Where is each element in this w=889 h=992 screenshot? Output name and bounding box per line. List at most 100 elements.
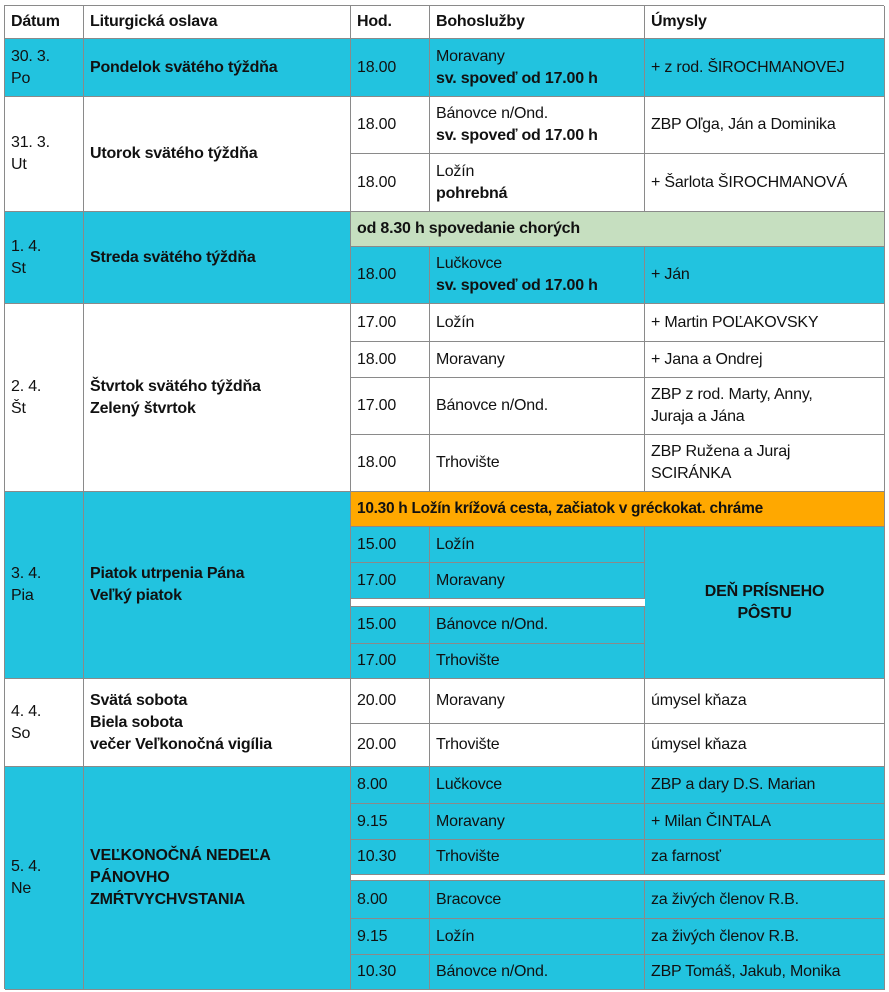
celebration-cell-text: Zelený štvrtok (90, 399, 196, 417)
header-services: Bohoslužby (430, 6, 645, 39)
hour-cell: 17.00 (351, 378, 430, 435)
service-cell-text: Trhovište (436, 652, 500, 669)
friday-banner: 10.30 h Ložín krížová cesta, začiatok v … (351, 492, 885, 527)
service-cell: Moravany (430, 804, 645, 840)
hour-cell-text: 17.00 (357, 397, 397, 414)
hour-cell-text: 20.00 (357, 736, 397, 753)
friday-banner-text: 10.30 h Ložín krížová cesta, začiatok v … (357, 500, 763, 517)
hour-cell: 20.00 (351, 679, 430, 724)
header-date: Dátum (5, 6, 84, 39)
celebration-cell: Svätá sobota Biela sobota večer Veľkonočná… (84, 679, 351, 767)
celebration-cell: Štvrtok svätého týždňa Zelený štvrtok (84, 304, 351, 492)
hour-cell: 18.00 (351, 154, 430, 212)
hour-cell: 17.00 (351, 563, 430, 599)
intention-cell-text: ZBP Tomáš, Jakub, Monika (651, 963, 841, 980)
celebration-cell-text: Svätá sobota (90, 691, 188, 709)
hour-cell-text: 10.30 (357, 963, 397, 980)
confession-banner-text: od 8.30 h spovedanie chorých (357, 220, 580, 237)
date-cell: 5. 4. Ne (5, 767, 84, 990)
service-cell: Ložín (430, 527, 645, 563)
intention-cell: ZBP a dary D.S. Marian (645, 767, 885, 804)
service-cell-text: Moravany (436, 692, 505, 709)
celebration-cell-text: VEĽKONOČNÁ NEDEĽA (90, 847, 271, 864)
intention-cell-text: + Ján (651, 266, 690, 283)
service-cell-text: Moravany (436, 47, 505, 65)
header-celebration: Liturgická oslava (84, 6, 351, 39)
hour-cell-text: 10.30 (357, 848, 397, 865)
intention-cell: + Šarlota ŠIROCHMANOVÁ (645, 154, 885, 212)
fasting-notice-text: DEŇ PRÍSNEHO (704, 582, 825, 600)
date-cell-text: 3. 4. (11, 565, 42, 582)
header-date-text: Dátum (11, 13, 60, 30)
hour-cell-text: 9.15 (357, 927, 388, 945)
service-cell-text: sv. spoveď od 17.00 h (436, 277, 598, 294)
service-cell-text: Bánovce n/Ond. (436, 616, 548, 633)
service-cell: Trhovište (430, 724, 645, 767)
celebration-cell-text: Veľký piatok (90, 587, 182, 604)
hour-cell-text: 9.15 (357, 812, 388, 830)
service-cell-text: Ložín (436, 927, 475, 945)
hour-cell: 15.00 (351, 527, 430, 563)
hour-cell: 18.00 (351, 342, 430, 378)
celebration-cell-text: Štvrtok svätého týždňa (90, 377, 261, 395)
service-cell: Moravany sv. spoveď od 17.00 h (430, 39, 645, 97)
service-cell: Ložín (430, 919, 645, 955)
intention-cell-text: SCIRÁNKA (651, 465, 732, 482)
service-cell: Ložín pohrebná (430, 154, 645, 212)
hour-cell: 15.00 (351, 607, 430, 644)
celebration-cell-text: Utorok svätého týždňa (90, 145, 258, 162)
celebration-cell-text: Piatok utrpenia Pána (90, 565, 245, 582)
service-cell-text: Bánovce n/Ond. (436, 397, 548, 414)
service-cell-text: Ložín (436, 313, 475, 331)
hour-cell: 9.15 (351, 919, 430, 955)
celebration-cell: Piatok utrpenia Pána Veľký piatok (84, 492, 351, 679)
hour-cell-text: 18.00 (357, 350, 397, 368)
intention-cell: ZBP z rod. Marty, Anny, Juraja a Jána (645, 378, 885, 435)
service-cell: Trhovište (430, 840, 645, 875)
intention-cell: + Jana a Ondrej (645, 342, 885, 378)
date-cell-text: Pia (11, 587, 34, 604)
date-cell-text: Ut (11, 156, 27, 173)
intention-cell: + Milan ČINTALA (645, 804, 885, 840)
service-cell: Trhovište (430, 644, 645, 679)
hour-cell: 17.00 (351, 304, 430, 342)
hour-cell-text: 18.00 (357, 454, 397, 471)
date-cell: 30. 3. Po (5, 39, 84, 97)
celebration-cell-text: ZMŔTVYCHVSTANIA (90, 891, 245, 908)
service-cell-text: Lučkovce (436, 776, 502, 793)
service-cell: Bánovce n/Ond. (430, 607, 645, 644)
date-cell-text: 30. 3. (11, 47, 50, 65)
hour-cell: 10.30 (351, 955, 430, 990)
intention-cell-text: ZBP Ružena a Juraj (651, 443, 791, 460)
date-cell-text: Po (11, 69, 31, 87)
service-cell-text: Bracovce (436, 890, 502, 908)
header-hour-text: Hod. (357, 13, 392, 30)
service-cell-text: Bánovce n/Ond. (436, 105, 548, 122)
service-cell-text: Lučkovce (436, 255, 502, 272)
hour-cell-text: 8.00 (357, 890, 388, 908)
header-hour: Hod. (351, 6, 430, 39)
hour-cell: 20.00 (351, 724, 430, 767)
date-cell-text: 31. 3. (11, 134, 50, 151)
service-cell: Lučkovce (430, 767, 645, 804)
hour-cell-text: 15.00 (357, 616, 397, 633)
service-cell-text: pohrebná (436, 184, 508, 202)
celebration-cell: Utorok svätého týždňa (84, 97, 351, 212)
intention-cell-text: + Jana a Ondrej (651, 350, 763, 368)
date-cell-text: 2. 4. (11, 377, 42, 395)
celebration-cell: VEĽKONOČNÁ NEDEĽA PÁNOVHO ZMŔTVYCHVSTANIA (84, 767, 351, 990)
intention-cell: ZBP Tomáš, Jakub, Monika (645, 955, 885, 990)
intention-cell-text: úmysel kňaza (651, 736, 747, 753)
hour-cell-text: 18.00 (357, 173, 397, 191)
hour-cell: 18.00 (351, 435, 430, 492)
celebration-cell: Streda svätého týždňa (84, 212, 351, 304)
date-cell-text: St (11, 259, 26, 277)
intention-cell-text: + z rod. ŠIROCHMANOVEJ (651, 58, 845, 76)
date-cell-text: So (11, 724, 31, 742)
service-cell: Bracovce (430, 881, 645, 919)
service-cell: Lučkovce sv. spoveď od 17.00 h (430, 247, 645, 304)
hour-cell-text: 20.00 (357, 692, 397, 709)
hour-cell-text: 17.00 (357, 313, 397, 331)
intention-cell: + Martin POĽAKOVSKY (645, 304, 885, 342)
service-cell: Bánovce n/Ond. sv. spoveď od 17.00 h (430, 97, 645, 154)
